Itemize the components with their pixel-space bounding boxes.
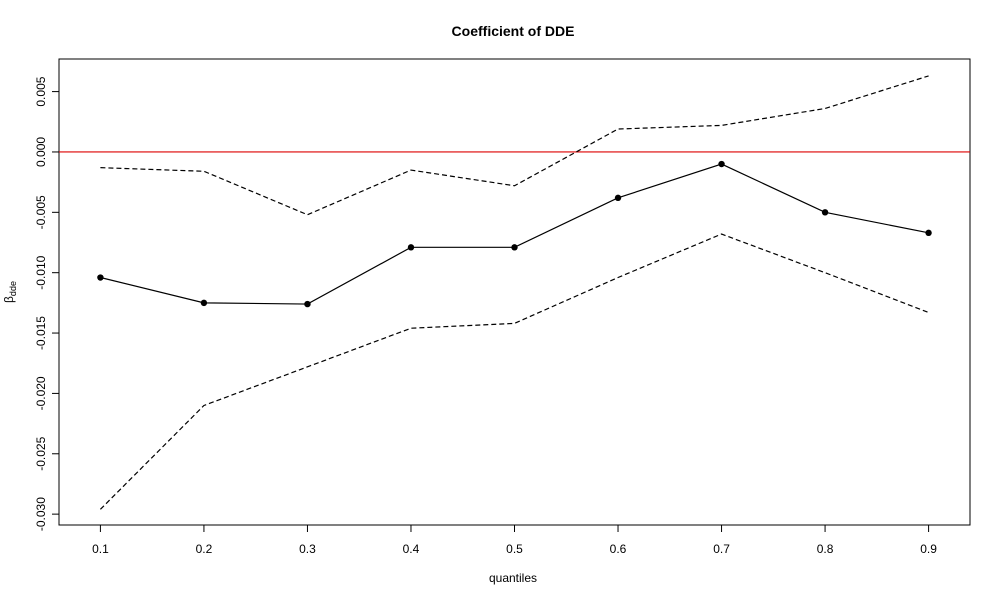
x-tick-label: 0.3 bbox=[299, 542, 316, 556]
chart-title: Coefficient of DDE bbox=[452, 23, 575, 39]
chart-marks bbox=[59, 75, 970, 510]
y-tick-label: -0.005 bbox=[34, 195, 48, 229]
estimate-point bbox=[925, 229, 932, 237]
y-tick-label: 0.005 bbox=[34, 76, 48, 106]
x-axis-label: quantiles bbox=[489, 571, 537, 585]
estimate-point bbox=[821, 209, 829, 216]
x-tick-label: 0.4 bbox=[403, 542, 420, 556]
estimate-line bbox=[100, 163, 929, 305]
x-tick-label: 0.9 bbox=[920, 542, 937, 556]
y-axis-label: βdde bbox=[2, 281, 18, 303]
y-tick-label: -0.010 bbox=[34, 255, 48, 289]
y-axis-label-subscript: dde bbox=[8, 281, 18, 296]
y-tick-label: -0.020 bbox=[34, 376, 48, 410]
x-axis: 0.1 0.2 0.3 0.4 0.5 0.6 0.7 0.8 0.9 bbox=[92, 524, 937, 556]
lower-bound-line bbox=[99, 233, 929, 510]
upper-bound-line bbox=[100, 75, 929, 216]
estimate-point bbox=[614, 194, 622, 202]
y-tick-label: -0.030 bbox=[34, 497, 48, 531]
estimate-point bbox=[200, 299, 208, 307]
y-axis-label-symbol: β bbox=[2, 296, 16, 303]
plot-frame bbox=[58, 58, 971, 526]
estimate-point bbox=[407, 244, 415, 251]
estimate-point bbox=[304, 300, 311, 308]
x-tick-label: 0.8 bbox=[817, 542, 834, 556]
x-tick-label: 0.1 bbox=[92, 542, 109, 556]
x-tick-label: 0.2 bbox=[196, 542, 213, 556]
y-tick-label: 0.000 bbox=[34, 137, 48, 167]
estimate-point bbox=[718, 160, 725, 168]
svg-text:βdde: βdde bbox=[2, 281, 18, 303]
estimate-point bbox=[97, 274, 104, 281]
y-tick-label: -0.025 bbox=[34, 436, 48, 470]
estimate-point bbox=[511, 244, 518, 251]
x-tick-label: 0.5 bbox=[506, 542, 523, 556]
x-tick-label: 0.7 bbox=[713, 542, 730, 556]
y-tick-label: -0.015 bbox=[34, 316, 48, 350]
y-axis: 0.005 0.000 -0.005 -0.010 -0.015 -0.020 -0.025… bbox=[34, 76, 60, 531]
x-tick-label: 0.6 bbox=[610, 542, 627, 556]
